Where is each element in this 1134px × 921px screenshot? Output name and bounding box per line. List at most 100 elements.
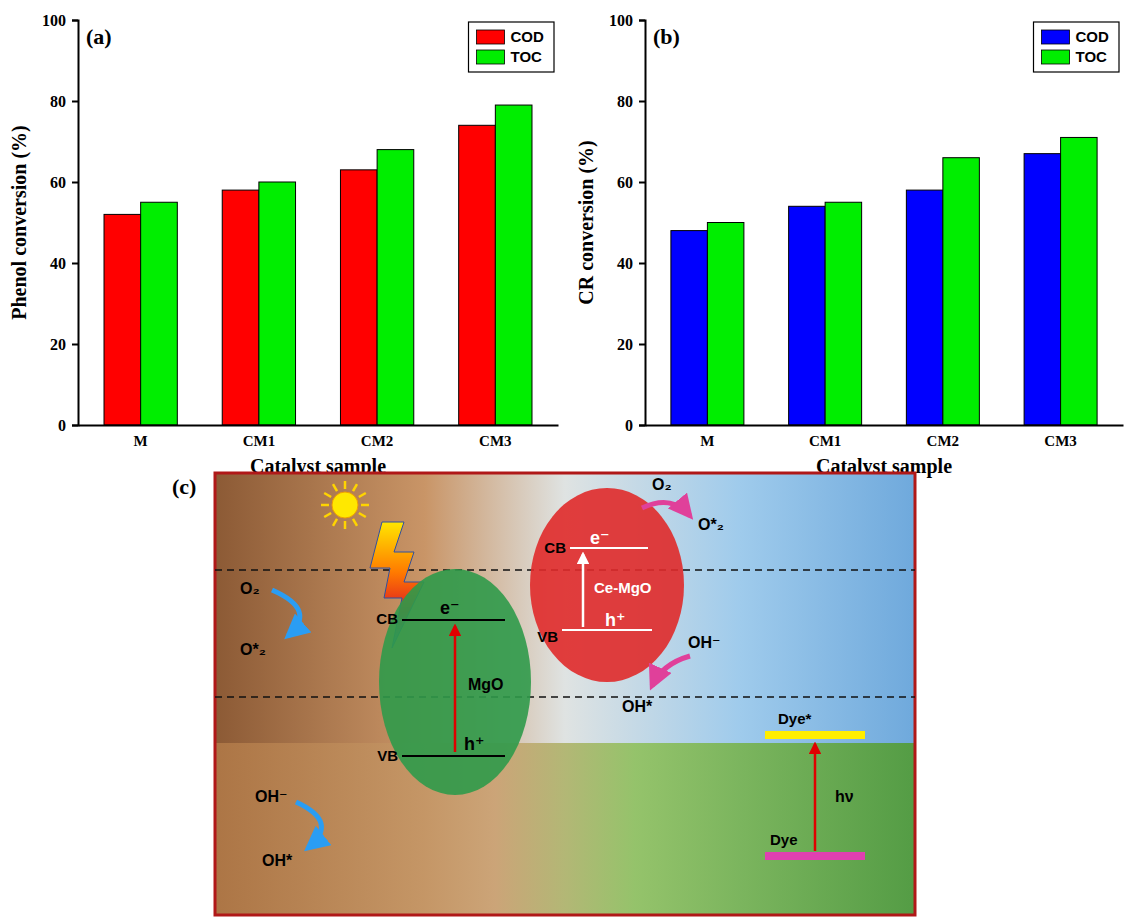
ce-mgo-oh-arrow — [652, 656, 690, 686]
y-tick: 100 — [609, 12, 645, 29]
y-tick-mark — [72, 425, 78, 427]
x-tick: CM2 — [361, 425, 394, 449]
y-tick: 0 — [58, 417, 78, 434]
dye-excited-level — [765, 731, 865, 739]
bar — [104, 214, 141, 425]
dye-excited-label: Dye* — [778, 710, 812, 727]
y-axis-line — [639, 21, 646, 426]
x-tick: CM3 — [1044, 425, 1077, 449]
y-tick: 40 — [50, 255, 78, 272]
mgo-radical: OH* — [262, 852, 293, 869]
panel-label: (c) — [172, 474, 196, 499]
x-axis: M CM1 CM2 CM3 — [79, 425, 559, 449]
y-axis-title: Phenol conversion (%) — [8, 125, 31, 319]
y-tick: 20 — [617, 336, 645, 353]
y-tick-label: 0 — [58, 417, 66, 434]
sun-ray — [324, 493, 331, 497]
sun — [321, 481, 369, 529]
dye-ground-level — [765, 852, 865, 860]
x-tick: CM1 — [809, 425, 842, 449]
y-axis: 020406080100 — [609, 12, 646, 434]
chart-panel: 020406080100MCM1CM2CM3Catalyst samplePhe… — [8, 12, 559, 478]
y-tick-label: 60 — [50, 174, 66, 191]
x-axis-line — [646, 425, 1124, 427]
bar — [495, 105, 532, 425]
y-tick-mark — [639, 263, 645, 265]
y-tick-label: 100 — [609, 12, 633, 29]
bar — [707, 223, 743, 426]
ce-mgo-name: Ce-MgO — [594, 579, 652, 596]
dye-excitation — [814, 744, 817, 851]
sun-ray — [359, 493, 366, 497]
x-tick: CM2 — [927, 425, 960, 449]
legend-item: COD — [477, 28, 545, 45]
figure: 020406080100MCM1CM2CM3Catalyst samplePhe… — [0, 0, 1134, 921]
diagram: CBVBe⁻h⁺MgOO₂O*₂OH⁻OH*CBVBe⁻h⁺Ce-MgOO₂O*… — [215, 473, 915, 915]
x-tick-label: CM3 — [479, 433, 512, 449]
x-tick: M — [700, 425, 714, 449]
y-tick-label: 40 — [50, 255, 66, 272]
y-tick: 60 — [50, 174, 78, 191]
sun-ray — [321, 504, 329, 507]
sun-ray — [333, 519, 337, 526]
y-tick: 20 — [50, 336, 78, 353]
bar — [222, 190, 259, 425]
sun-ray — [353, 519, 357, 526]
bar — [906, 190, 942, 425]
ce-mgo-superoxide: O*₂ — [698, 516, 724, 533]
x-tick-label: CM2 — [361, 433, 394, 449]
x-tick-label: CM1 — [243, 433, 276, 449]
panel-label: (b) — [653, 24, 680, 49]
x-tick-label: CM2 — [927, 433, 960, 449]
bar — [340, 170, 377, 425]
legend-swatch — [1042, 30, 1070, 44]
y-tick-label: 20 — [50, 336, 66, 353]
y-tick-label: 20 — [617, 336, 633, 353]
y-tick: 60 — [617, 174, 645, 191]
legend-swatch — [477, 50, 505, 64]
x-axis: M CM1 CM2 CM3 — [646, 425, 1124, 449]
dye-ground-label: Dye — [770, 831, 798, 848]
sun-ray — [324, 513, 331, 517]
legend-label: TOC — [511, 48, 543, 65]
mgo-oh-arrow — [296, 802, 321, 848]
legend-frame — [469, 22, 555, 72]
mgo-o2-arrow — [272, 590, 300, 636]
background — [215, 473, 915, 915]
y-tick-mark — [639, 182, 645, 184]
ce-mgo-oxygen: O₂ — [652, 476, 672, 493]
y-tick-mark — [72, 263, 78, 265]
ground — [215, 743, 915, 915]
sun-ray — [333, 484, 337, 491]
y-tick: 100 — [42, 12, 78, 29]
y-tick-mark — [639, 20, 645, 22]
y-axis: 0 20 40 60 80 100 — [42, 12, 79, 434]
ce-mgo-hydroxide: OH⁻ — [688, 634, 720, 651]
y-tick: 0 — [625, 417, 645, 434]
chart-panel: 020406080100MCM1CM2CM3Catalyst sampleCR … — [575, 12, 1124, 478]
x-tick-label: CM3 — [1044, 433, 1077, 449]
x-tick: CM1 — [243, 425, 276, 449]
mgo-vb-label: VB — [377, 747, 398, 764]
frame — [215, 473, 915, 915]
mgo-vb — [402, 755, 505, 757]
ce-mgo-particle — [530, 488, 684, 682]
ce-mgo-vb-label: VB — [537, 628, 558, 645]
ce-mgo-cb-label: CB — [544, 539, 566, 556]
legend: COD TOC — [469, 22, 555, 72]
legend-label: COD — [1076, 28, 1110, 45]
x-tick: M — [134, 425, 148, 449]
panel-label: (a) — [86, 24, 112, 49]
x-tick-label: M — [700, 433, 714, 449]
ce-mgo-radical: OH* — [622, 698, 653, 715]
y-tick: 80 — [50, 93, 78, 110]
y-tick-label: 60 — [617, 174, 633, 191]
y-axis-title: CR conversion (%) — [575, 140, 598, 304]
mgo-cb — [402, 619, 505, 621]
y-tick-label: 80 — [617, 93, 633, 110]
legend-item: COD — [1042, 28, 1110, 45]
mgo-particle — [379, 569, 531, 795]
bar — [825, 202, 861, 425]
legend-swatch — [1042, 50, 1070, 64]
bar — [1024, 154, 1060, 425]
